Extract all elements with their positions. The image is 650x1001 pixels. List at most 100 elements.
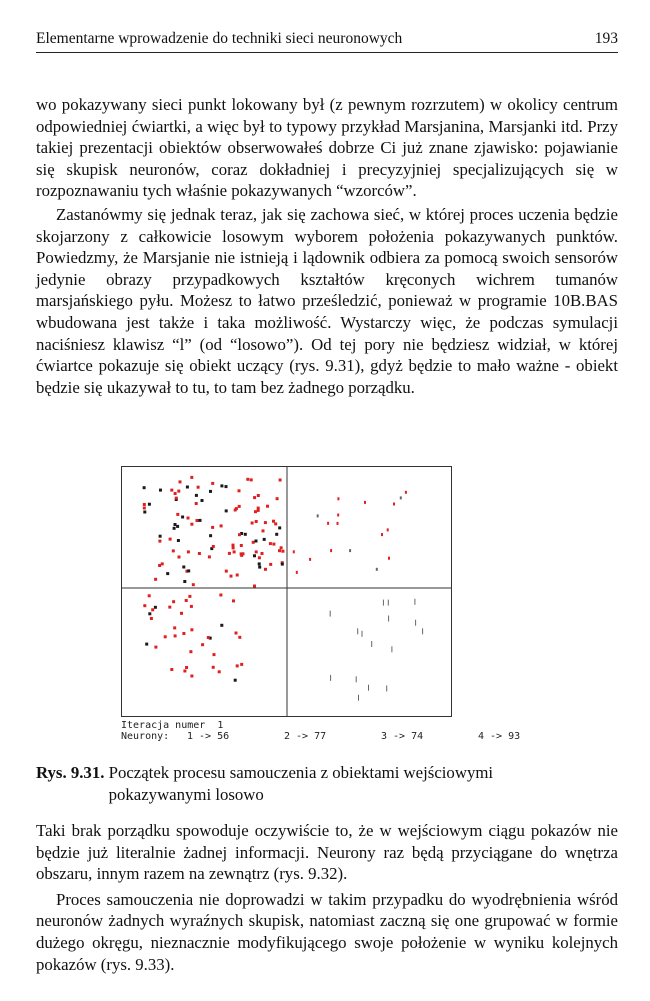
neuron-point <box>246 477 250 481</box>
neuron-point <box>168 537 172 541</box>
neuron-point <box>361 630 363 637</box>
neurons-label: Neurony: <box>121 731 170 742</box>
neuron-point <box>189 604 193 608</box>
neuron-point <box>253 554 256 558</box>
neuron-point <box>224 509 228 513</box>
neuron-point <box>280 562 284 566</box>
neuron-point <box>147 502 151 506</box>
neuron-point <box>206 636 210 639</box>
neuron-count-3: 3 -> 74 <box>381 731 424 742</box>
neuron-point <box>249 478 253 482</box>
neuron-point <box>330 674 332 681</box>
neuron-point <box>148 612 152 616</box>
neuron-point <box>210 547 214 551</box>
neuron-point <box>388 556 390 560</box>
neuron-point <box>393 502 395 506</box>
neuron-point <box>241 552 245 556</box>
neuron-point <box>184 599 188 602</box>
neuron-point <box>158 534 162 538</box>
paragraph: Proces samouczenia nie doprowadzi w taki… <box>36 889 618 974</box>
running-header: Elementarne wprowadzenie do techniki sie… <box>36 30 618 48</box>
neuron-point <box>238 533 241 537</box>
neuron-point <box>195 519 199 522</box>
neuron-point <box>272 542 276 546</box>
neuron-point <box>260 552 264 555</box>
neuron-point <box>388 615 390 622</box>
neuron-counts-line: Neurony: 1 -> 56 2 -> 77 3 -> 74 4 -> 93 <box>121 731 561 742</box>
neuron-point <box>211 525 215 529</box>
neuron-point <box>211 481 215 485</box>
neuron-point <box>219 524 223 528</box>
neuron-point <box>368 684 369 691</box>
neuron-point <box>264 567 267 571</box>
neuron-point <box>272 519 275 523</box>
neuron-point <box>173 523 177 526</box>
neuron-point <box>257 556 261 560</box>
neuron-count-2: 2 -> 77 <box>284 731 327 742</box>
neuron-point <box>399 496 402 500</box>
neuron-point <box>166 572 170 576</box>
neuron-point <box>158 539 162 543</box>
neuron-point <box>142 503 146 506</box>
neuron-point <box>143 604 147 608</box>
neuron-point <box>309 557 312 561</box>
neuron-point <box>211 665 215 669</box>
neuron-point <box>181 515 185 519</box>
neuron-point <box>177 555 181 559</box>
neuron-point <box>387 599 389 606</box>
neuron-point <box>154 645 158 649</box>
neuron-point <box>186 516 190 520</box>
neuron-point <box>190 522 194 526</box>
neuron-point <box>336 521 339 525</box>
neuron-point <box>143 510 147 514</box>
neuron-point <box>382 599 384 606</box>
neuron-point <box>256 508 260 512</box>
neuron-point <box>185 485 189 489</box>
neuron-point <box>183 669 187 673</box>
neuron-point <box>220 484 224 488</box>
neuron-count-4: 4 -> 93 <box>478 731 521 742</box>
neuron-point <box>349 549 352 553</box>
body-text-top: wo pokazywany sieci punkt lokowany był (… <box>36 94 618 398</box>
neuron-point <box>142 506 146 510</box>
neuron-point <box>375 567 378 571</box>
neuron-point <box>250 521 254 525</box>
neuron-point <box>227 551 231 555</box>
neuron-point <box>258 565 262 569</box>
neuron-point <box>176 524 180 528</box>
neuron-point <box>292 550 295 554</box>
neuron-point <box>355 676 357 683</box>
neuron-point <box>185 666 189 669</box>
neuron-point <box>224 569 228 573</box>
neuron-point <box>170 668 174 671</box>
neuron-point <box>232 550 236 554</box>
neuron-point <box>174 496 178 500</box>
neuron-point <box>145 642 149 646</box>
neuron-point <box>147 594 151 598</box>
neuron-point <box>234 631 238 635</box>
neuron-point <box>337 497 340 501</box>
figure-caption: Rys. 9.31. Początek procesu samouczenia … <box>36 762 618 805</box>
neuron-point <box>240 662 244 666</box>
neuron-point <box>172 600 176 604</box>
neuron-point <box>237 504 241 508</box>
neuron-point <box>224 485 228 489</box>
neuron-point <box>253 584 256 588</box>
neuron-point <box>180 611 183 615</box>
neuron-point <box>183 580 187 583</box>
neuron-point <box>415 619 417 626</box>
neuron-point <box>159 488 162 492</box>
neuron-point <box>266 504 269 508</box>
neuron-point <box>278 549 281 553</box>
neuron-point <box>151 608 155 612</box>
neuron-point <box>330 549 333 553</box>
body-text-bottom: Taki brak porządku spowoduje oczywiście … <box>36 820 618 975</box>
neuron-point <box>295 570 298 574</box>
neuron-point <box>153 605 157 609</box>
neuron-count-1: 1 -> 56 <box>187 731 230 742</box>
neuron-point <box>364 500 366 504</box>
neuron-point <box>178 480 182 484</box>
neuron-point <box>168 605 172 609</box>
neuron-point <box>256 506 260 510</box>
neuron-point <box>261 529 265 533</box>
